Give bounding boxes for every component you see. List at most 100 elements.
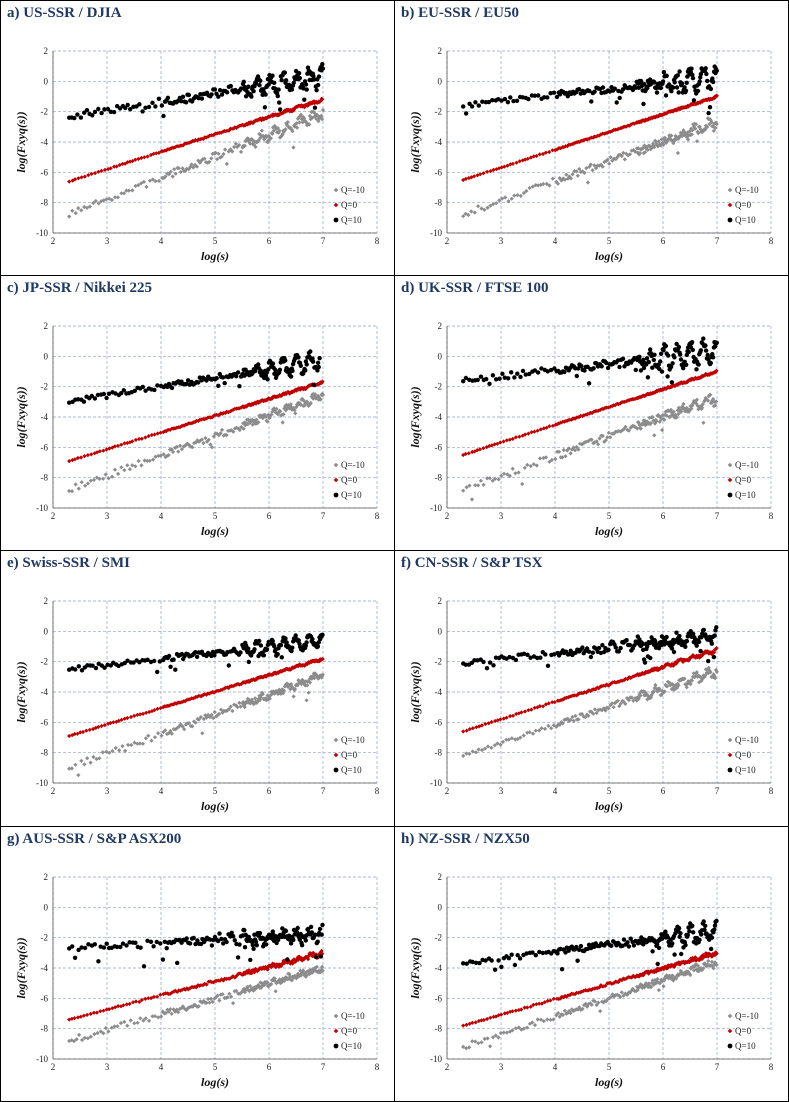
data-point	[473, 960, 479, 965]
data-point	[545, 369, 550, 374]
data-point	[701, 336, 706, 341]
data-point	[171, 657, 176, 662]
data-point	[219, 92, 225, 97]
data-point	[493, 377, 499, 382]
data-point	[533, 953, 538, 958]
data-point	[253, 144, 258, 149]
data-point	[91, 754, 96, 760]
y-tick-label: 2	[438, 596, 443, 606]
data-point	[241, 79, 246, 85]
data-point	[187, 941, 193, 946]
data-point	[696, 969, 701, 974]
data-point	[315, 368, 320, 373]
data-point	[713, 950, 718, 955]
data-point	[655, 961, 660, 967]
data-point	[641, 365, 647, 371]
data-point	[538, 182, 543, 187]
data-point	[509, 370, 514, 375]
data-point	[153, 179, 158, 184]
data-point	[96, 201, 101, 206]
data-point	[211, 434, 216, 439]
series-q-10	[67, 964, 325, 1044]
data-point	[533, 183, 538, 188]
data-point	[150, 177, 155, 182]
data-point	[297, 75, 302, 81]
data-point	[67, 400, 72, 405]
data-point	[693, 399, 698, 404]
data-point	[523, 372, 528, 377]
data-point	[320, 117, 325, 122]
y-tick-label: -2	[435, 933, 443, 943]
data-point	[709, 935, 715, 940]
data-point	[696, 963, 701, 968]
data-point	[270, 409, 275, 414]
data-point	[109, 1025, 114, 1030]
data-point	[135, 741, 140, 746]
data-point	[70, 489, 75, 494]
data-point	[513, 657, 519, 663]
data-point	[154, 151, 159, 156]
x-tick-label: 7	[715, 236, 720, 246]
data-point	[127, 467, 132, 472]
data-point	[275, 412, 280, 417]
data-point	[534, 1002, 539, 1007]
data-point	[703, 923, 708, 928]
data-point	[317, 116, 322, 121]
data-point	[176, 1010, 181, 1015]
data-point	[705, 352, 710, 358]
data-point	[76, 773, 81, 778]
data-point	[671, 649, 677, 655]
data-point	[202, 692, 207, 697]
data-point	[133, 464, 138, 469]
data-point	[507, 654, 512, 660]
data-point	[297, 120, 302, 125]
data-point	[638, 368, 644, 373]
data-point	[315, 939, 320, 944]
data-point	[542, 726, 548, 731]
data-point	[164, 946, 169, 951]
data-point	[476, 1041, 481, 1046]
data-point	[675, 73, 680, 78]
data-point	[679, 81, 685, 86]
data-point	[169, 385, 175, 391]
data-point	[561, 145, 566, 150]
data-point	[97, 756, 102, 761]
data-point	[82, 762, 87, 767]
data-point	[191, 165, 196, 170]
data-point	[536, 93, 541, 98]
data-point	[289, 648, 294, 654]
data-point	[520, 158, 525, 163]
data-point	[706, 954, 711, 959]
data-point	[513, 1026, 518, 1031]
data-point	[190, 724, 195, 729]
data-point	[516, 470, 521, 475]
data-point	[551, 723, 556, 728]
data-point	[684, 685, 689, 690]
data-point	[574, 944, 579, 950]
data-point	[81, 399, 87, 404]
data-point	[131, 660, 136, 665]
y-tick-label: 0	[44, 902, 49, 912]
data-point	[473, 750, 478, 755]
data-point	[549, 457, 554, 463]
data-point	[530, 950, 535, 955]
data-point	[519, 1007, 524, 1012]
data-point	[287, 406, 292, 411]
data-point	[694, 401, 699, 406]
chart-c: 2 3 4 5 6 7 8-10-8-6-4-202log(s)log(Fxyq(s))Q=…	[14, 321, 380, 538]
x-tick-label: 6	[267, 511, 272, 521]
data-point	[216, 383, 221, 388]
data-point	[173, 171, 178, 176]
data-point	[618, 645, 623, 651]
data-point	[118, 1021, 123, 1026]
data-point	[672, 952, 677, 957]
data-point	[606, 430, 611, 435]
data-point	[556, 996, 561, 1002]
data-point	[308, 924, 314, 930]
data-point	[664, 413, 669, 418]
data-point	[125, 658, 130, 663]
data-point	[550, 176, 555, 181]
data-point	[140, 109, 145, 114]
data-point	[257, 930, 263, 936]
data-point	[605, 365, 611, 371]
